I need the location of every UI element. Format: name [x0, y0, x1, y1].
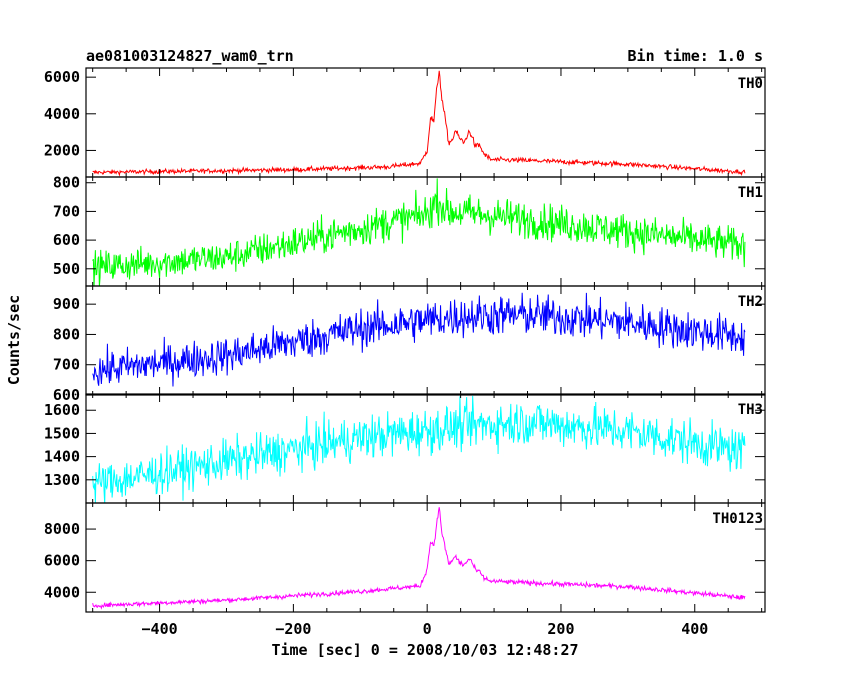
y-tick-label: 1300	[44, 471, 80, 489]
panel-frame	[85, 67, 766, 178]
panel-label: TH1	[738, 185, 763, 201]
y-tick-label: 1400	[44, 448, 80, 466]
series-line-th3	[92, 395, 746, 503]
panel-label: TH3	[738, 402, 763, 418]
x-tick-label: −400	[142, 620, 178, 638]
y-tick-label: 500	[53, 260, 80, 278]
y-tick-label: 700	[53, 356, 80, 374]
y-axis-label: Counts/sec	[5, 295, 23, 385]
x-axis-label: Time [sec] 0 = 2008/10/03 12:48:27	[271, 641, 578, 659]
panel-th1: TH1 500 600 700 800	[53, 174, 766, 287]
panel-th0: TH0 2000 4000 6000	[44, 67, 766, 178]
x-tick-label: 200	[547, 620, 574, 638]
y-tick-label: 600	[53, 231, 80, 249]
y-tick-label: 800	[53, 325, 80, 343]
bin-time-label: Bin time: 1.0 s	[628, 47, 763, 65]
panel-label: TH0123	[712, 511, 763, 527]
y-tick-label: 4000	[44, 583, 80, 601]
panel-th0123: TH0123 4000 6000 8000	[44, 502, 766, 613]
y-tick-label: 2000	[44, 141, 80, 159]
y-tick-label: 900	[53, 295, 80, 313]
y-tick-label: 800	[53, 174, 80, 192]
y-tick-label: 600	[53, 386, 80, 404]
panels-layer: TH0 2000 4000 6000 TH1 500 600 700 800 TH2 600 700 8…	[44, 67, 766, 613]
series-line-th0	[92, 70, 746, 177]
panel-frame	[85, 502, 766, 613]
y-tick-label: 6000	[44, 68, 80, 86]
panel-th3: TH3 1300 1400 1500 1600	[44, 393, 766, 504]
x-tick-label: 0	[423, 620, 432, 638]
x-tick-label: 400	[681, 620, 708, 638]
y-tick-label: 700	[53, 202, 80, 220]
x-axis: −400 −200 0 200 400	[142, 620, 709, 638]
y-tick-label: 1500	[44, 424, 80, 442]
series-line-th0123	[92, 507, 746, 610]
y-tick-label: 4000	[44, 105, 80, 123]
y-tick-label: 1600	[44, 401, 80, 419]
chart-title: ae081003124827_wam0_trn	[86, 47, 294, 65]
panel-th2: TH2 600 700 800 900	[53, 285, 766, 404]
panel-label: TH0	[738, 76, 763, 92]
panel-label: TH2	[738, 294, 763, 310]
y-tick-label: 6000	[44, 552, 80, 570]
panel-frame	[85, 285, 766, 396]
series-line-th2	[92, 292, 746, 387]
x-tick-label: −200	[275, 620, 311, 638]
series-line-th1	[92, 178, 746, 286]
y-tick-label: 8000	[44, 520, 80, 538]
